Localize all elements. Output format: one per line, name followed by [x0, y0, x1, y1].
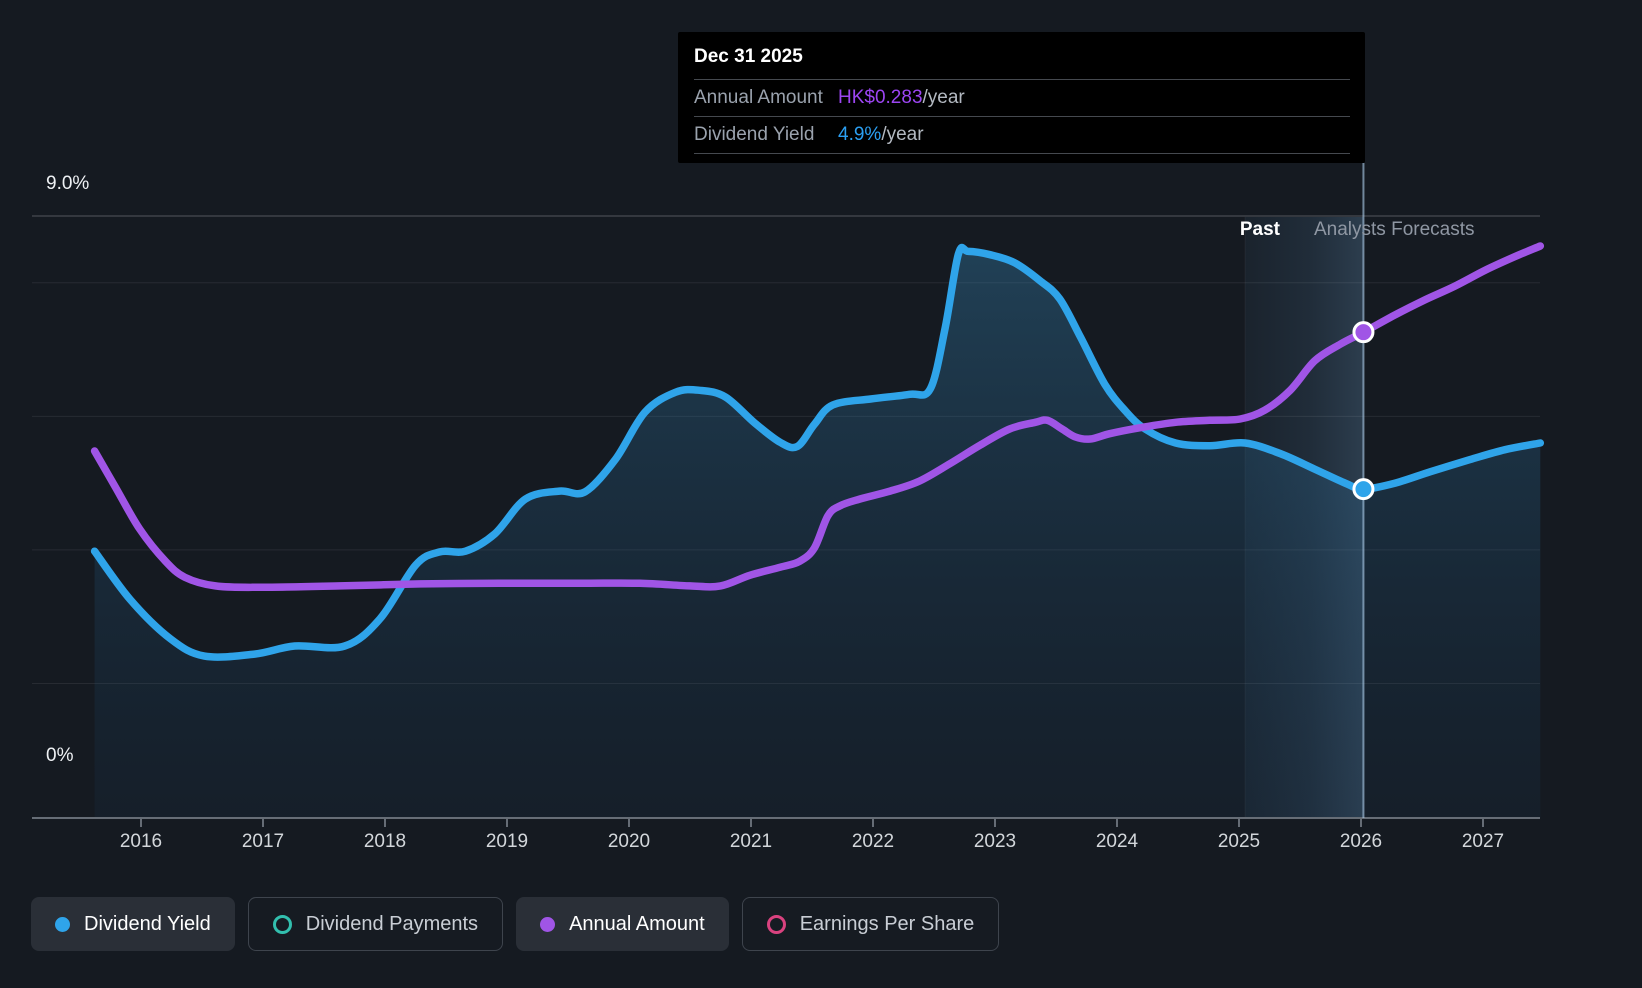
x-axis-label-2017: 2017: [241, 831, 285, 852]
legend-ring-icon: [766, 914, 786, 934]
legend-chip-label: Earnings Per Share: [799, 912, 975, 935]
x-axis-label-2023: 2023: [973, 831, 1017, 852]
tooltip-date: Dec 31 2025: [694, 46, 803, 67]
x-axis: [32, 817, 1540, 827]
chart-legend: Dividend Yield Dividend Payments Annual Am…: [31, 897, 1000, 951]
tooltip-row-suffix: /year: [881, 124, 924, 145]
chart-tooltip: Dec 31 2025 Annual Amount HK$0.283/year Di…: [678, 32, 1365, 163]
x-axis-label-2022: 2022: [851, 831, 895, 852]
past-region-label: Past: [1239, 219, 1280, 240]
x-axis-label-2019: 2019: [485, 831, 529, 852]
legend-ring-icon: [272, 914, 292, 934]
hover-markers: [1352, 321, 1375, 501]
tooltip-divider: [694, 79, 1350, 80]
line-dividend-yield: [90, 243, 1545, 661]
tooltip-row-value: HK$0.283: [838, 87, 923, 108]
legend-dot-icon: [55, 916, 70, 932]
x-axis-label-2025: 2025: [1217, 831, 1261, 852]
tooltip-row-value: 4.9%: [838, 124, 882, 145]
marker-annual-amount: [1352, 321, 1375, 344]
legend-chip-label: Dividend Yield: [84, 912, 211, 935]
x-axis-label-2026: 2026: [1339, 831, 1383, 852]
tooltip-row-label: Annual Amount: [694, 87, 823, 108]
x-axis-label-2018: 2018: [363, 831, 407, 852]
tooltip-divider: [694, 116, 1350, 117]
series-lines: [90, 242, 1545, 661]
line-annual-amount: [90, 242, 1545, 592]
tooltip-row-suffix: /year: [922, 87, 965, 108]
analysts-forecasts-region-label: Analysts Forecasts: [1314, 219, 1475, 240]
tooltip-row-dividend-yield: Dividend Yield 4.9%/year: [678, 117, 1365, 153]
legend-chip-dividend-yield[interactable]: Dividend Yield: [31, 897, 235, 951]
y-axis-min-label: 0%: [46, 745, 74, 766]
y-axis-max-label: 9.0%: [46, 173, 90, 194]
tooltip-row-label: Dividend Yield: [694, 124, 815, 145]
legend-chip-dividend-payments[interactable]: Dividend Payments: [247, 897, 504, 951]
x-axis-label-2021: 2021: [729, 831, 773, 852]
marker-dividend-yield: [1352, 478, 1375, 501]
legend-chip-annual-amount[interactable]: Annual Amount: [516, 897, 729, 951]
x-axis-label-2027: 2027: [1461, 831, 1505, 852]
x-axis-label-2020: 2020: [607, 831, 651, 852]
legend-chip-earnings-per-share[interactable]: Earnings Per Share: [741, 897, 1000, 951]
x-axis-label-2016: 2016: [119, 831, 163, 852]
legend-chip-label: Annual Amount: [569, 912, 705, 935]
legend-dot-icon: [540, 916, 556, 932]
legend-chip-label: Dividend Payments: [305, 912, 479, 935]
chart-plot-area[interactable]: [32, 163, 1540, 818]
tooltip-row-annual-amount: Annual Amount HK$0.283/year: [678, 80, 1365, 116]
tooltip-divider: [694, 153, 1350, 154]
x-axis-label-2024: 2024: [1095, 831, 1139, 852]
